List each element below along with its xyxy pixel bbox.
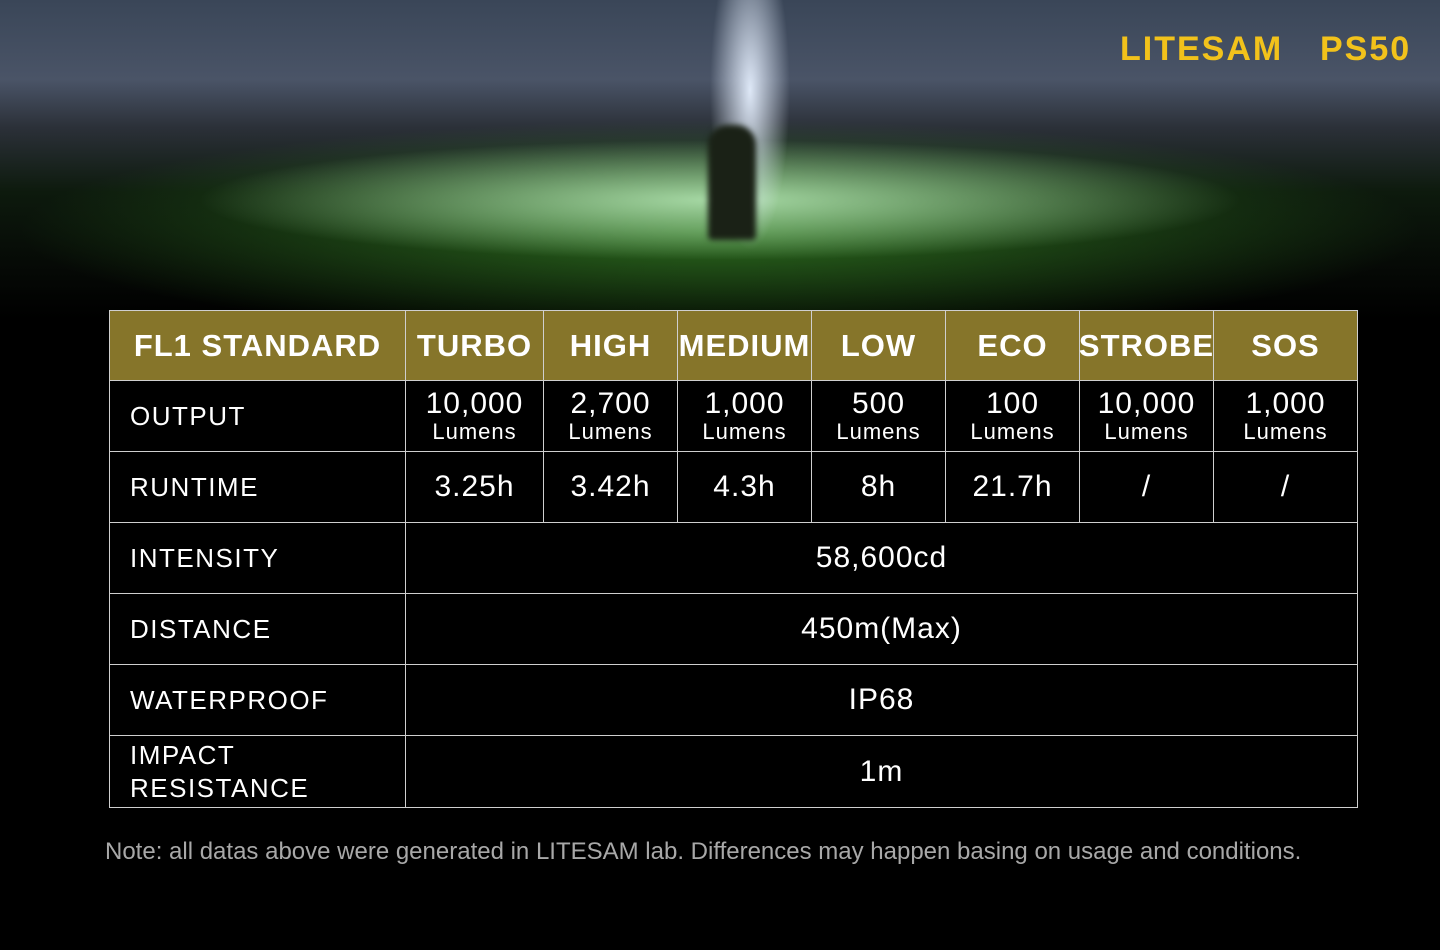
row-label-text: INTENSITY: [130, 542, 280, 573]
value-text: 3.25h: [434, 470, 515, 503]
value-unit: Lumens: [702, 419, 787, 444]
value-unit: Lumens: [836, 419, 921, 444]
merged-value-cell: 58,600cd: [405, 522, 1358, 594]
row-label: WATERPROOF: [109, 664, 406, 736]
merged-value-cell: 1m: [405, 735, 1358, 808]
value-cell: 500 Lumens: [811, 380, 946, 452]
header-text: ECO: [977, 327, 1048, 363]
value-unit: Lumens: [970, 419, 1055, 444]
header-text: TURBO: [416, 327, 533, 363]
value-number: 500: [851, 387, 906, 420]
header-cell: MEDIUM: [677, 310, 812, 381]
value-number: 2,700: [570, 387, 651, 420]
model: PS50: [1320, 30, 1412, 68]
value-number: 1,000: [1245, 387, 1326, 420]
header-cell: LOW: [811, 310, 946, 381]
person-silhouette: [708, 125, 756, 240]
value-text: 58,600cd: [815, 541, 948, 574]
value-unit: Lumens: [568, 419, 653, 444]
value-text: /: [1141, 470, 1152, 503]
row-label: OUTPUT: [109, 380, 406, 452]
value-text: 8h: [860, 470, 897, 503]
value-number: 1,000: [704, 387, 785, 420]
value-cell: 3.42h: [543, 451, 678, 523]
merged-value-cell: 450m(Max): [405, 593, 1358, 665]
header-text: SOS: [1251, 327, 1320, 363]
value-text: 4.3h: [713, 470, 776, 503]
row-label: RUNTIME: [109, 451, 406, 523]
value-cell: 3.25h: [405, 451, 544, 523]
header-cell: ECO: [945, 310, 1080, 381]
brand: LITESAM: [1120, 30, 1284, 68]
row-label: IMPACT RESISTANCE: [109, 735, 406, 808]
header-text: FL1 STANDARD: [133, 327, 382, 363]
value-cell: 10,000 Lumens: [1079, 380, 1214, 452]
value-unit: Lumens: [432, 419, 517, 444]
row-label: INTENSITY: [109, 522, 406, 594]
value-cell: 2,700 Lumens: [543, 380, 678, 452]
value-text: IP68: [848, 683, 915, 716]
header-text: LOW: [840, 327, 917, 363]
header-text: MEDIUM: [678, 327, 811, 363]
value-text: 3.42h: [570, 470, 651, 503]
value-number: 10,000: [1097, 387, 1196, 420]
value-number: 10,000: [425, 387, 524, 420]
row-label-text: DISTANCE: [130, 613, 272, 644]
value-text: 450m(Max): [801, 612, 962, 645]
header-cell: TURBO: [405, 310, 544, 381]
header-text: HIGH: [569, 327, 652, 363]
row-label-text: RUNTIME: [130, 471, 259, 502]
value-number: 100: [985, 387, 1040, 420]
row-label: DISTANCE: [109, 593, 406, 665]
value-text: 1m: [859, 754, 904, 788]
value-cell: 1,000 Lumens: [677, 380, 812, 452]
value-cell: /: [1213, 451, 1358, 523]
header-text: STROBE: [1078, 327, 1215, 363]
value-cell: 100 Lumens: [945, 380, 1080, 452]
row-label-text: WATERPROOF: [130, 684, 329, 715]
value-text: /: [1280, 470, 1291, 503]
value-cell: /: [1079, 451, 1214, 523]
row-label-text: OUTPUT: [130, 400, 246, 431]
value-cell: 1,000 Lumens: [1213, 380, 1358, 452]
header-cell: HIGH: [543, 310, 678, 381]
header-cell: STROBE: [1079, 310, 1214, 381]
value-cell: 4.3h: [677, 451, 812, 523]
header-cell: SOS: [1213, 310, 1358, 381]
value-cell: 21.7h: [945, 451, 1080, 523]
value-text: 21.7h: [972, 470, 1053, 503]
value-unit: Lumens: [1243, 419, 1328, 444]
note: Note: all datas above were generated in …: [105, 838, 1302, 865]
value-cell: 10,000 Lumens: [405, 380, 544, 452]
value-cell: 8h: [811, 451, 946, 523]
row-label-text: IMPACT RESISTANCE: [130, 739, 310, 803]
header-cell: FL1 STANDARD: [109, 310, 406, 381]
value-unit: Lumens: [1104, 419, 1189, 444]
merged-value-cell: IP68: [405, 664, 1358, 736]
